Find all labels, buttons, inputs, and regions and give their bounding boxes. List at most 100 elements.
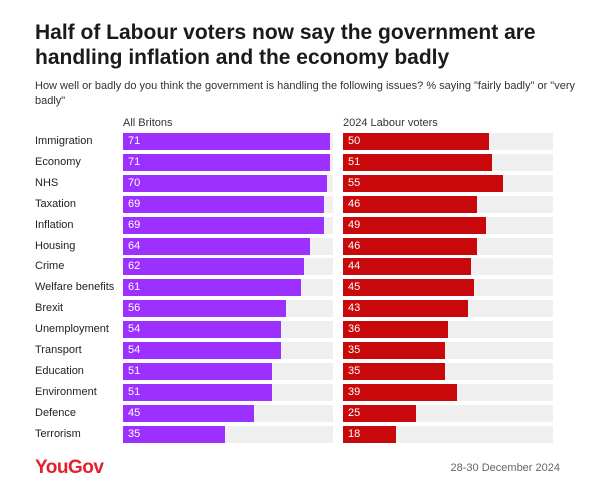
data-label: 35 [128,428,141,440]
data-label: 69 [128,198,141,210]
category-label: Terrorism [35,428,81,440]
bar-track: 35 [123,426,333,443]
data-label: 49 [348,219,361,231]
panel-label-all-britons: All Britons [123,117,173,129]
bar-labour-voters: 35 [343,363,445,380]
data-label: 71 [128,135,141,147]
bar-all-britons: 45 [123,405,254,422]
bar-all-britons: 54 [123,342,281,359]
bar-all-britons: 69 [123,196,324,213]
bar-all-britons: 56 [123,300,286,317]
bar-labour-voters: 43 [343,300,468,317]
data-label: 70 [128,177,141,189]
bar-all-britons: 35 [123,426,225,443]
bar-labour-voters: 35 [343,342,445,359]
category-label: Defence [35,407,76,419]
data-label: 46 [348,198,361,210]
category-label: Crime [35,260,65,272]
data-label: 64 [128,240,141,252]
bar-track: 56 [123,300,333,317]
category-label: Unemployment [35,323,109,335]
bar-all-britons: 62 [123,258,304,275]
bar-labour-voters: 39 [343,384,457,401]
category-label: Welfare benefits [35,281,115,293]
bar-track: 61 [123,279,333,296]
bar-track: 62 [123,258,333,275]
data-label: 69 [128,219,141,231]
bar-track: 51 [123,363,333,380]
data-label: 39 [348,386,361,398]
panel-label-labour-voters: 2024 Labour voters [343,117,438,129]
data-label: 44 [348,260,361,272]
data-label: 71 [128,156,141,168]
data-label: 46 [348,240,361,252]
category-label: NHS [35,177,59,189]
bar-track: 45 [123,405,333,422]
bar-track: 36 [343,321,553,338]
category-label: Education [35,365,84,377]
bar-labour-voters: 36 [343,321,448,338]
category-label: Taxation [35,198,76,210]
category-label: Inflation [35,219,74,231]
data-label: 51 [348,156,361,168]
bar-all-britons: 69 [123,217,324,234]
bar-track: 35 [343,363,553,380]
bar-track: 51 [343,154,553,171]
category-label: Transport [35,344,82,356]
bar-all-britons: 71 [123,154,330,171]
data-label: 36 [348,323,361,335]
category-label: Economy [35,156,81,168]
data-label: 50 [348,135,361,147]
yougov-logo: YouGov [35,457,104,478]
bar-labour-voters: 18 [343,426,396,443]
bar-track: 51 [123,384,333,401]
data-label: 18 [348,428,361,440]
bar-track: 39 [343,384,553,401]
bar-track: 69 [123,217,333,234]
bar-labour-voters: 44 [343,258,471,275]
bar-labour-voters: 50 [343,133,489,150]
bar-track: 69 [123,196,333,213]
bar-track: 43 [343,300,553,317]
bar-labour-voters: 45 [343,279,474,296]
bar-labour-voters: 46 [343,196,477,213]
survey-date: 28-30 December 2024 [450,462,560,474]
data-label: 51 [128,386,141,398]
category-label: Brexit [35,302,64,314]
data-label: 43 [348,302,361,314]
bar-track: 71 [123,154,333,171]
bar-track: 70 [123,175,333,192]
data-label: 35 [348,344,361,356]
bar-track: 50 [343,133,553,150]
category-label: Housing [35,240,76,252]
bar-all-britons: 51 [123,363,272,380]
data-label: 62 [128,260,141,272]
bar-track: 64 [123,238,333,255]
bar-track: 46 [343,238,553,255]
bar-labour-voters: 49 [343,217,486,234]
data-label: 56 [128,302,141,314]
bar-track: 55 [343,175,553,192]
chart-subtitle: How well or badly do you think the gover… [35,80,575,107]
data-label: 45 [348,281,361,293]
data-label: 25 [348,407,361,419]
bar-labour-voters: 46 [343,238,477,255]
bar-labour-voters: 51 [343,154,492,171]
category-label: Immigration [35,135,93,147]
bar-track: 35 [343,342,553,359]
bar-track: 46 [343,196,553,213]
data-label: 61 [128,281,141,293]
bar-track: 44 [343,258,553,275]
data-label: 54 [128,323,141,335]
bar-track: 54 [123,342,333,359]
bar-track: 45 [343,279,553,296]
bar-all-britons: 61 [123,279,301,296]
data-label: 54 [128,344,141,356]
bar-track: 54 [123,321,333,338]
bar-all-britons: 64 [123,238,310,255]
bar-track: 18 [343,426,553,443]
bar-all-britons: 51 [123,384,272,401]
bar-track: 71 [123,133,333,150]
bar-track: 25 [343,405,553,422]
bar-labour-voters: 55 [343,175,503,192]
